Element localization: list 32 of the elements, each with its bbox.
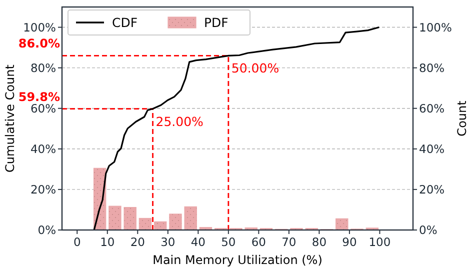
x-tick-label: 80 [312,235,327,249]
y2-tick-label: 80% [419,60,445,75]
x-axis-title: Main Memory Utilization (%) [152,253,322,267]
x-tick-label: 50 [221,235,236,249]
ref-line-label: 59.8% [18,90,60,104]
x-tick-label: 30 [160,235,176,249]
x-tick-label: 90 [342,235,357,249]
x-tick-label: 100 [368,235,391,249]
y-tick-label: 40% [30,142,56,156]
y2-tick-label: 100% [419,20,452,34]
y-axis-title: Cumulative Count [3,64,17,172]
y-tick-label: 100% [23,20,56,34]
x-tick-label: 40 [190,235,206,249]
ref-line-label: 25.00% [156,114,204,129]
legend-label: CDF [112,15,138,30]
ref-line-label: 50.00% [231,60,280,76]
y2-tick-label: 0% [419,223,438,237]
x-tick-label: 10 [100,235,115,249]
y-tick-label: 60% [30,101,56,116]
ref-line-label: 86.0% [18,36,60,51]
y2-tick-label: 20% [419,182,445,196]
y2-tick-label: 60% [419,101,445,116]
x-tick-label: 60 [251,235,266,249]
y2-axis-title: Count [455,100,469,136]
legend-label: PDF [204,15,228,30]
y-tick-label: 80% [30,60,56,75]
x-tick-label: 20 [130,235,145,249]
x-tick-label: 0 [73,235,81,249]
y-tick-label: 0% [38,223,56,237]
x-tick-label: 70 [282,235,296,249]
y2-tick-label: 40% [419,142,445,156]
y-tick-label: 20% [30,182,56,196]
